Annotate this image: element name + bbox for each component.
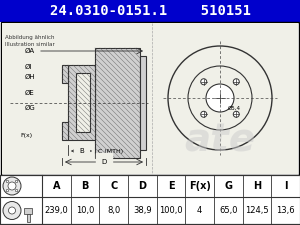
Text: G: G	[224, 181, 232, 191]
Text: Abbildung ähnlich: Abbildung ähnlich	[5, 35, 55, 40]
Circle shape	[3, 202, 21, 220]
Circle shape	[6, 180, 9, 183]
Bar	[95, 48, 140, 158]
Circle shape	[201, 79, 207, 85]
Circle shape	[3, 177, 21, 195]
Bar	[140, 56, 146, 150]
Text: 24.0310-0151.1    510151: 24.0310-0151.1 510151	[50, 4, 250, 18]
Bar	[0, 0, 300, 22]
Bar	[26, 214, 29, 221]
Circle shape	[233, 111, 239, 117]
Circle shape	[8, 182, 16, 190]
Text: C (MTH): C (MTH)	[98, 148, 123, 153]
Text: F(x): F(x)	[20, 133, 32, 137]
Text: B: B	[81, 181, 89, 191]
Text: D: D	[101, 159, 106, 165]
Text: 13,6: 13,6	[276, 206, 295, 215]
Text: 65,0: 65,0	[219, 206, 238, 215]
Text: 8,0: 8,0	[107, 206, 120, 215]
Bar	[62, 65, 68, 83]
Text: 239,0: 239,0	[44, 206, 68, 215]
Bar	[0, 175, 300, 224]
Bar	[1, 22, 299, 175]
Text: H: H	[253, 181, 261, 191]
Bar	[76, 73, 90, 132]
Circle shape	[6, 189, 9, 192]
Text: Ø5,4: Ø5,4	[228, 106, 241, 111]
Text: ØI: ØI	[25, 64, 32, 70]
Text: 10,0: 10,0	[76, 206, 94, 215]
Bar	[2, 23, 298, 174]
Bar	[68, 65, 95, 140]
Circle shape	[188, 66, 252, 130]
Circle shape	[8, 207, 16, 214]
Text: 100,0: 100,0	[159, 206, 183, 215]
Text: C: C	[110, 181, 117, 191]
Text: ØE: ØE	[25, 90, 35, 95]
Text: ØA: ØA	[25, 48, 35, 54]
Text: F(x): F(x)	[189, 181, 211, 191]
Circle shape	[15, 189, 18, 192]
Text: ate: ate	[184, 121, 256, 159]
Circle shape	[168, 46, 272, 150]
Circle shape	[15, 180, 18, 183]
Circle shape	[206, 84, 234, 112]
Text: 4: 4	[197, 206, 202, 215]
Text: I: I	[284, 181, 287, 191]
Text: B: B	[79, 148, 84, 154]
Text: 38,9: 38,9	[133, 206, 152, 215]
Circle shape	[233, 79, 239, 85]
Circle shape	[201, 111, 207, 117]
Text: ØG: ØG	[25, 104, 36, 110]
Bar	[24, 207, 32, 214]
Text: A: A	[52, 181, 60, 191]
Text: Illustration similar: Illustration similar	[5, 42, 55, 47]
Bar	[62, 122, 68, 140]
Text: E: E	[168, 181, 174, 191]
Text: 124,5: 124,5	[245, 206, 269, 215]
Text: ØH: ØH	[25, 74, 36, 80]
Text: D: D	[138, 181, 146, 191]
